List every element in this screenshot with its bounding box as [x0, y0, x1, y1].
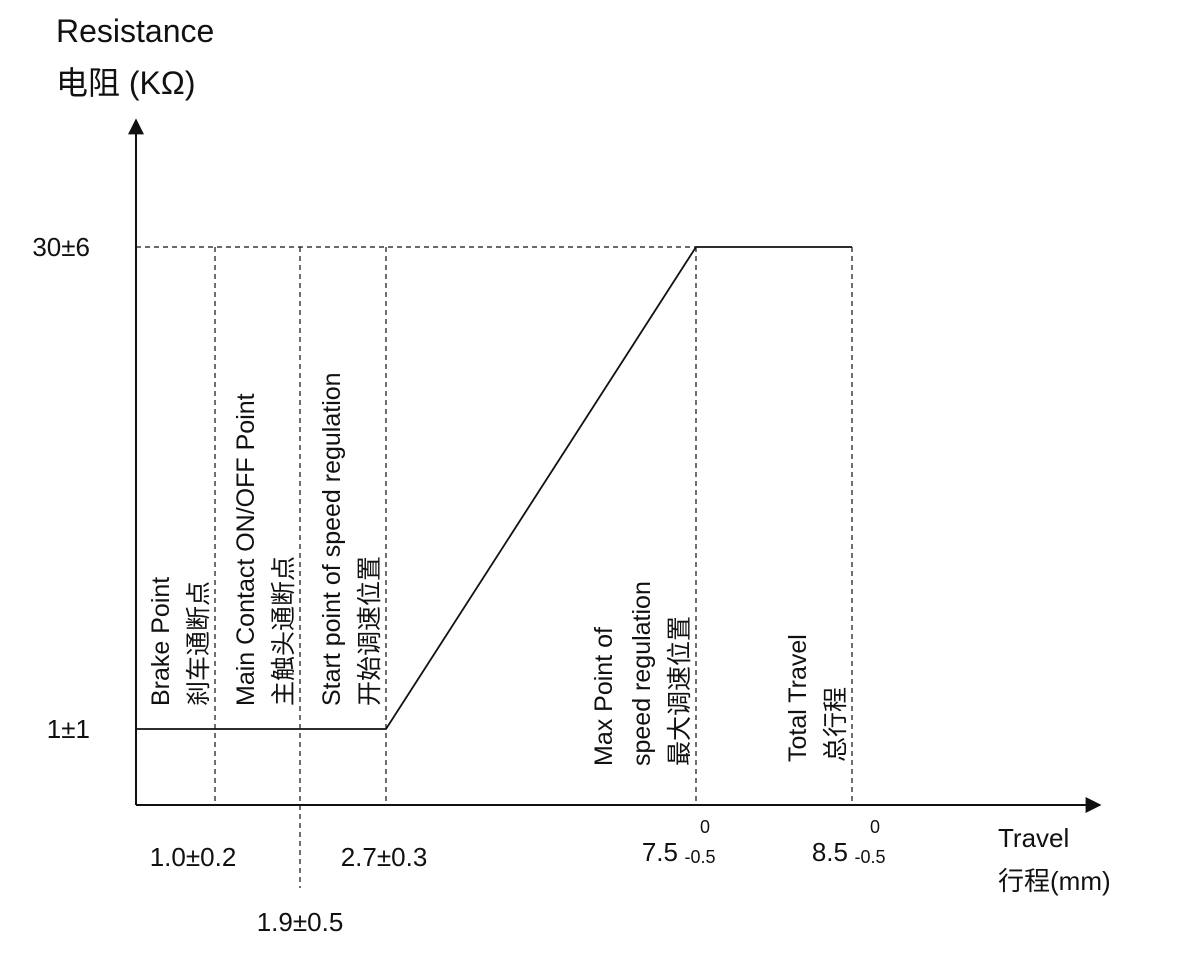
marker-labels: Brake Point 刹车通断点 Main Contact ON/OFF Poin… — [147, 372, 850, 766]
y-tick-label-1: 30±6 — [32, 232, 90, 262]
x-tick-label-1: 1.9±0.5 — [257, 907, 344, 937]
marker-label-2-1: 开始调速位置 — [356, 556, 384, 706]
marker-label-1-1: 主触头通断点 — [270, 556, 298, 706]
marker-label-3-0: Max Point of — [590, 627, 618, 766]
x-tick-tol-lower-4: -0.5 — [854, 847, 885, 867]
tick-labels: 1±1 30±6 1.0±0.2 1.9±0.5 2.7±0.3 7.5 0 -0.5 8.5 0… — [32, 232, 885, 937]
series-layer — [136, 246, 852, 730]
marker-label-4-0: Total Travel — [784, 634, 812, 762]
y-tick-label-0: 1±1 — [47, 714, 90, 744]
x-axis-title-en: Travel — [998, 823, 1069, 853]
marker-label-0-1: 刹车通断点 — [185, 581, 213, 706]
y-axis-title-zh: 电阻 (KΩ) — [56, 65, 195, 101]
x-tick-tol-upper-4: 0 — [870, 817, 880, 837]
marker-label-3-2: 最大调速位置 — [666, 616, 694, 766]
marker-label-3-1: speed regulation — [628, 581, 656, 766]
marker-label-4-1: 总行程 — [822, 687, 850, 762]
guide-lines — [136, 246, 853, 888]
resistance-curve — [136, 246, 852, 730]
y-axis-title-en: Resistance — [56, 13, 214, 49]
marker-label-1-0: Main Contact ON/OFF Point — [232, 393, 260, 706]
x-tick-label-4: 8.5 — [812, 837, 848, 867]
x-tick-label-3: 7.5 — [642, 837, 678, 867]
marker-label-2-0: Start point of speed regulation — [318, 372, 346, 706]
x-tick-label-2: 2.7±0.3 — [341, 842, 428, 872]
x-tick-tol-upper-3: 0 — [700, 817, 710, 837]
x-tick-label-0: 1.0±0.2 — [150, 842, 237, 872]
marker-label-0-0: Brake Point — [147, 577, 175, 706]
x-axis-title-zh: 行程(mm) — [998, 866, 1111, 896]
x-tick-tol-lower-3: -0.5 — [684, 847, 715, 867]
